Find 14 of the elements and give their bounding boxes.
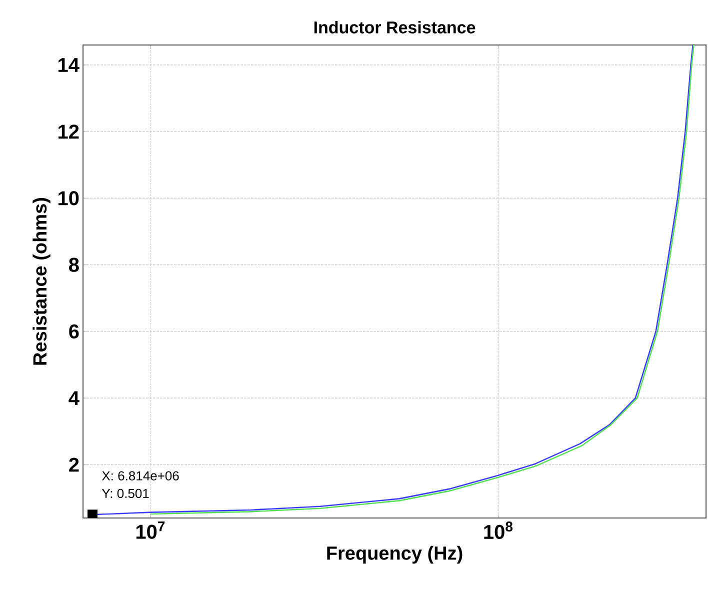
x-tick-label: 10$^{7}$ xyxy=(136,522,165,539)
annotation: Y: 0.501 xyxy=(102,488,149,498)
annotation: X: 6.814e+06 xyxy=(102,471,179,480)
y-tick-label: 12 xyxy=(58,124,79,139)
y-tick-label: 6 xyxy=(69,324,79,339)
y-tick-label: 8 xyxy=(69,258,79,272)
y-tick-label: 4 xyxy=(68,391,80,405)
y-tick-label: 14 xyxy=(58,58,80,72)
chart-title: Inductor Resistance xyxy=(314,20,476,34)
x-tick-label: 10$^{8}$ xyxy=(484,522,513,540)
y-axis-title: Resistance (ohms) xyxy=(32,198,50,365)
y-tick-label: 10 xyxy=(58,191,79,206)
y-tick-label: 2 xyxy=(69,458,79,472)
x-axis-title: Frequency (Hz) xyxy=(327,546,462,564)
